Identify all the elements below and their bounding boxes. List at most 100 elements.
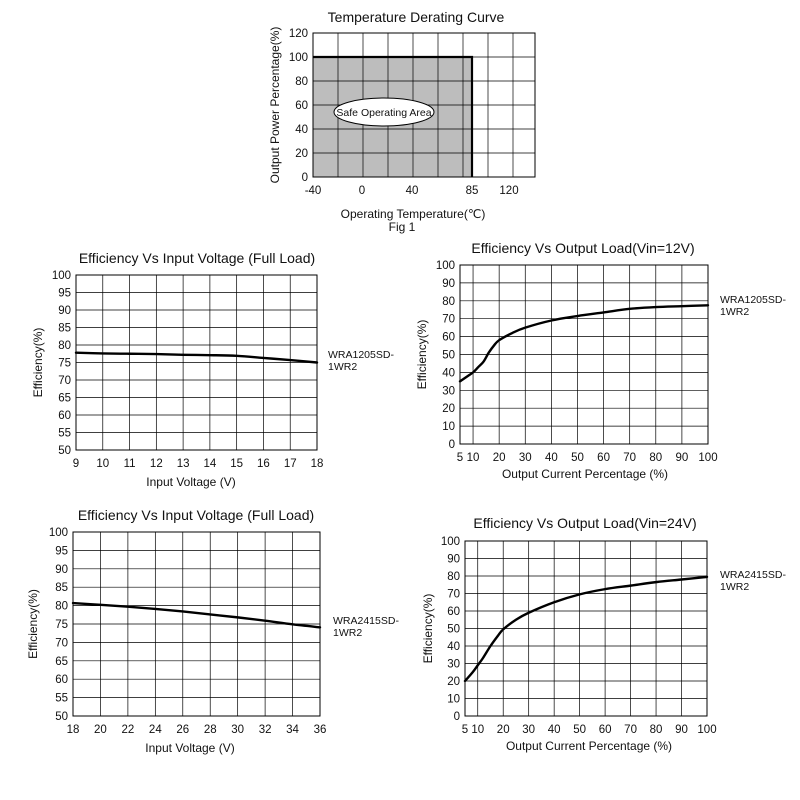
- y-tick-label: 40: [447, 641, 460, 653]
- x-tick-label: 34: [286, 724, 299, 736]
- legend-label: WRA2415SD-: [720, 569, 786, 581]
- x-tick-label: 60: [599, 724, 612, 736]
- legend-label: WRA1205SD-: [328, 349, 394, 361]
- x-tick-label: 30: [231, 724, 244, 736]
- y-tick-label: 70: [442, 314, 455, 326]
- x-tick-label: 9: [73, 458, 79, 470]
- y-tick-label: 70: [58, 375, 71, 387]
- y-axis-label: Efficiency(%): [26, 589, 40, 659]
- x-tick-label: 40: [545, 452, 558, 464]
- chart-title: Efficiency Vs Output Load(Vin=12V): [471, 240, 694, 256]
- x-tick-label: 10: [467, 452, 480, 464]
- x-tick-label: 30: [522, 724, 535, 736]
- grid: [459, 264, 709, 445]
- y-tick-label: 10: [447, 694, 460, 706]
- x-tick-label: 17: [284, 458, 297, 470]
- y-tick-label: 0: [454, 711, 460, 723]
- x-tick-label: 14: [203, 458, 216, 470]
- plot-frame: [459, 264, 709, 445]
- legend-label: 1WR2: [333, 627, 362, 639]
- y-tick-label: 50: [55, 711, 68, 723]
- x-tick-label: 70: [623, 452, 636, 464]
- x-tick-label: 10: [471, 724, 484, 736]
- efficiency-curve: [463, 575, 709, 683]
- x-tick-label: 28: [204, 724, 217, 736]
- y-tick-label: 0: [449, 439, 455, 451]
- y-tick-label: 90: [442, 278, 455, 290]
- grid: [464, 540, 708, 717]
- x-tick-label: 15: [230, 458, 243, 470]
- plot-frame: [72, 531, 321, 717]
- x-tick-label: 20: [94, 724, 107, 736]
- safe-operating-area-badge: [333, 97, 435, 127]
- x-tick-label: 0: [359, 185, 365, 197]
- y-tick-label: 40: [442, 367, 455, 379]
- x-tick-label: 20: [497, 724, 510, 736]
- chart-title: Temperature Derating Curve: [328, 9, 505, 25]
- safe-operating-area-label: Safe Operating Area: [336, 107, 431, 119]
- x-axis-label: Input Voltage (V): [145, 741, 234, 755]
- chart-title: Efficiency Vs Output Load(Vin=24V): [473, 515, 696, 531]
- y-tick-label: 80: [58, 340, 71, 352]
- y-tick-label: 95: [55, 545, 68, 557]
- y-tick-label: 90: [58, 305, 71, 317]
- y-tick-label: 100: [52, 270, 71, 282]
- grid: [75, 274, 318, 451]
- y-tick-label: 90: [447, 554, 460, 566]
- y-tick-label: 120: [289, 28, 308, 40]
- x-tick-label: 10: [96, 458, 109, 470]
- legend-label: 1WR2: [720, 581, 749, 593]
- y-axis-label: Efficiency(%): [31, 328, 45, 398]
- y-tick-label: 40: [295, 124, 308, 136]
- x-tick-label: 13: [177, 458, 190, 470]
- y-tick-label: 80: [442, 296, 455, 308]
- y-tick-label: 85: [58, 323, 71, 335]
- y-tick-label: 55: [55, 693, 68, 705]
- x-tick-label: 22: [121, 724, 134, 736]
- y-tick-label: 10: [442, 421, 455, 433]
- y-tick-label: 65: [58, 393, 71, 405]
- x-tick-label: 90: [675, 724, 688, 736]
- x-tick-label: 50: [573, 724, 586, 736]
- y-tick-label: 50: [58, 445, 71, 457]
- x-tick-label: 5: [457, 452, 463, 464]
- y-tick-label: 75: [55, 619, 68, 631]
- x-tick-label: 40: [406, 185, 419, 197]
- x-tick-label: 18: [311, 458, 324, 470]
- y-tick-label: 60: [58, 410, 71, 422]
- legend-label: 1WR2: [328, 361, 357, 373]
- plot-frame: [464, 540, 708, 717]
- x-tick-label: 60: [597, 452, 610, 464]
- x-tick-label: 12: [150, 458, 163, 470]
- y-axis-label: Efficiency(%): [421, 594, 435, 664]
- legend-label: 1WR2: [720, 306, 749, 318]
- x-tick-label: 16: [257, 458, 270, 470]
- efficiency-curve: [74, 351, 319, 364]
- efficiency-curve: [71, 601, 322, 629]
- y-tick-label: 50: [447, 624, 460, 636]
- y-tick-label: 85: [55, 582, 68, 594]
- x-tick-label: -40: [305, 185, 322, 197]
- y-tick-label: 60: [442, 332, 455, 344]
- y-tick-label: 20: [295, 148, 308, 160]
- x-tick-label: 120: [499, 185, 518, 197]
- y-tick-label: 60: [447, 606, 460, 618]
- y-tick-label: 100: [289, 52, 308, 64]
- x-tick-label: 36: [314, 724, 327, 736]
- y-tick-label: 55: [58, 428, 71, 440]
- chart-title: Efficiency Vs Input Voltage (Full Load): [78, 507, 314, 523]
- x-tick-label: 80: [650, 724, 663, 736]
- y-tick-label: 20: [442, 403, 455, 415]
- y-tick-label: 65: [55, 656, 68, 668]
- x-tick-label: 24: [149, 724, 162, 736]
- x-tick-label: 11: [124, 458, 136, 470]
- y-tick-label: 30: [447, 659, 460, 671]
- chart-title: Efficiency Vs Input Voltage (Full Load): [79, 250, 315, 266]
- y-tick-label: 70: [447, 589, 460, 601]
- figure-caption: Fig 1: [389, 220, 416, 234]
- legend-label: WRA2415SD-: [333, 615, 399, 627]
- y-tick-label: 80: [447, 571, 460, 583]
- y-tick-label: 100: [49, 527, 68, 539]
